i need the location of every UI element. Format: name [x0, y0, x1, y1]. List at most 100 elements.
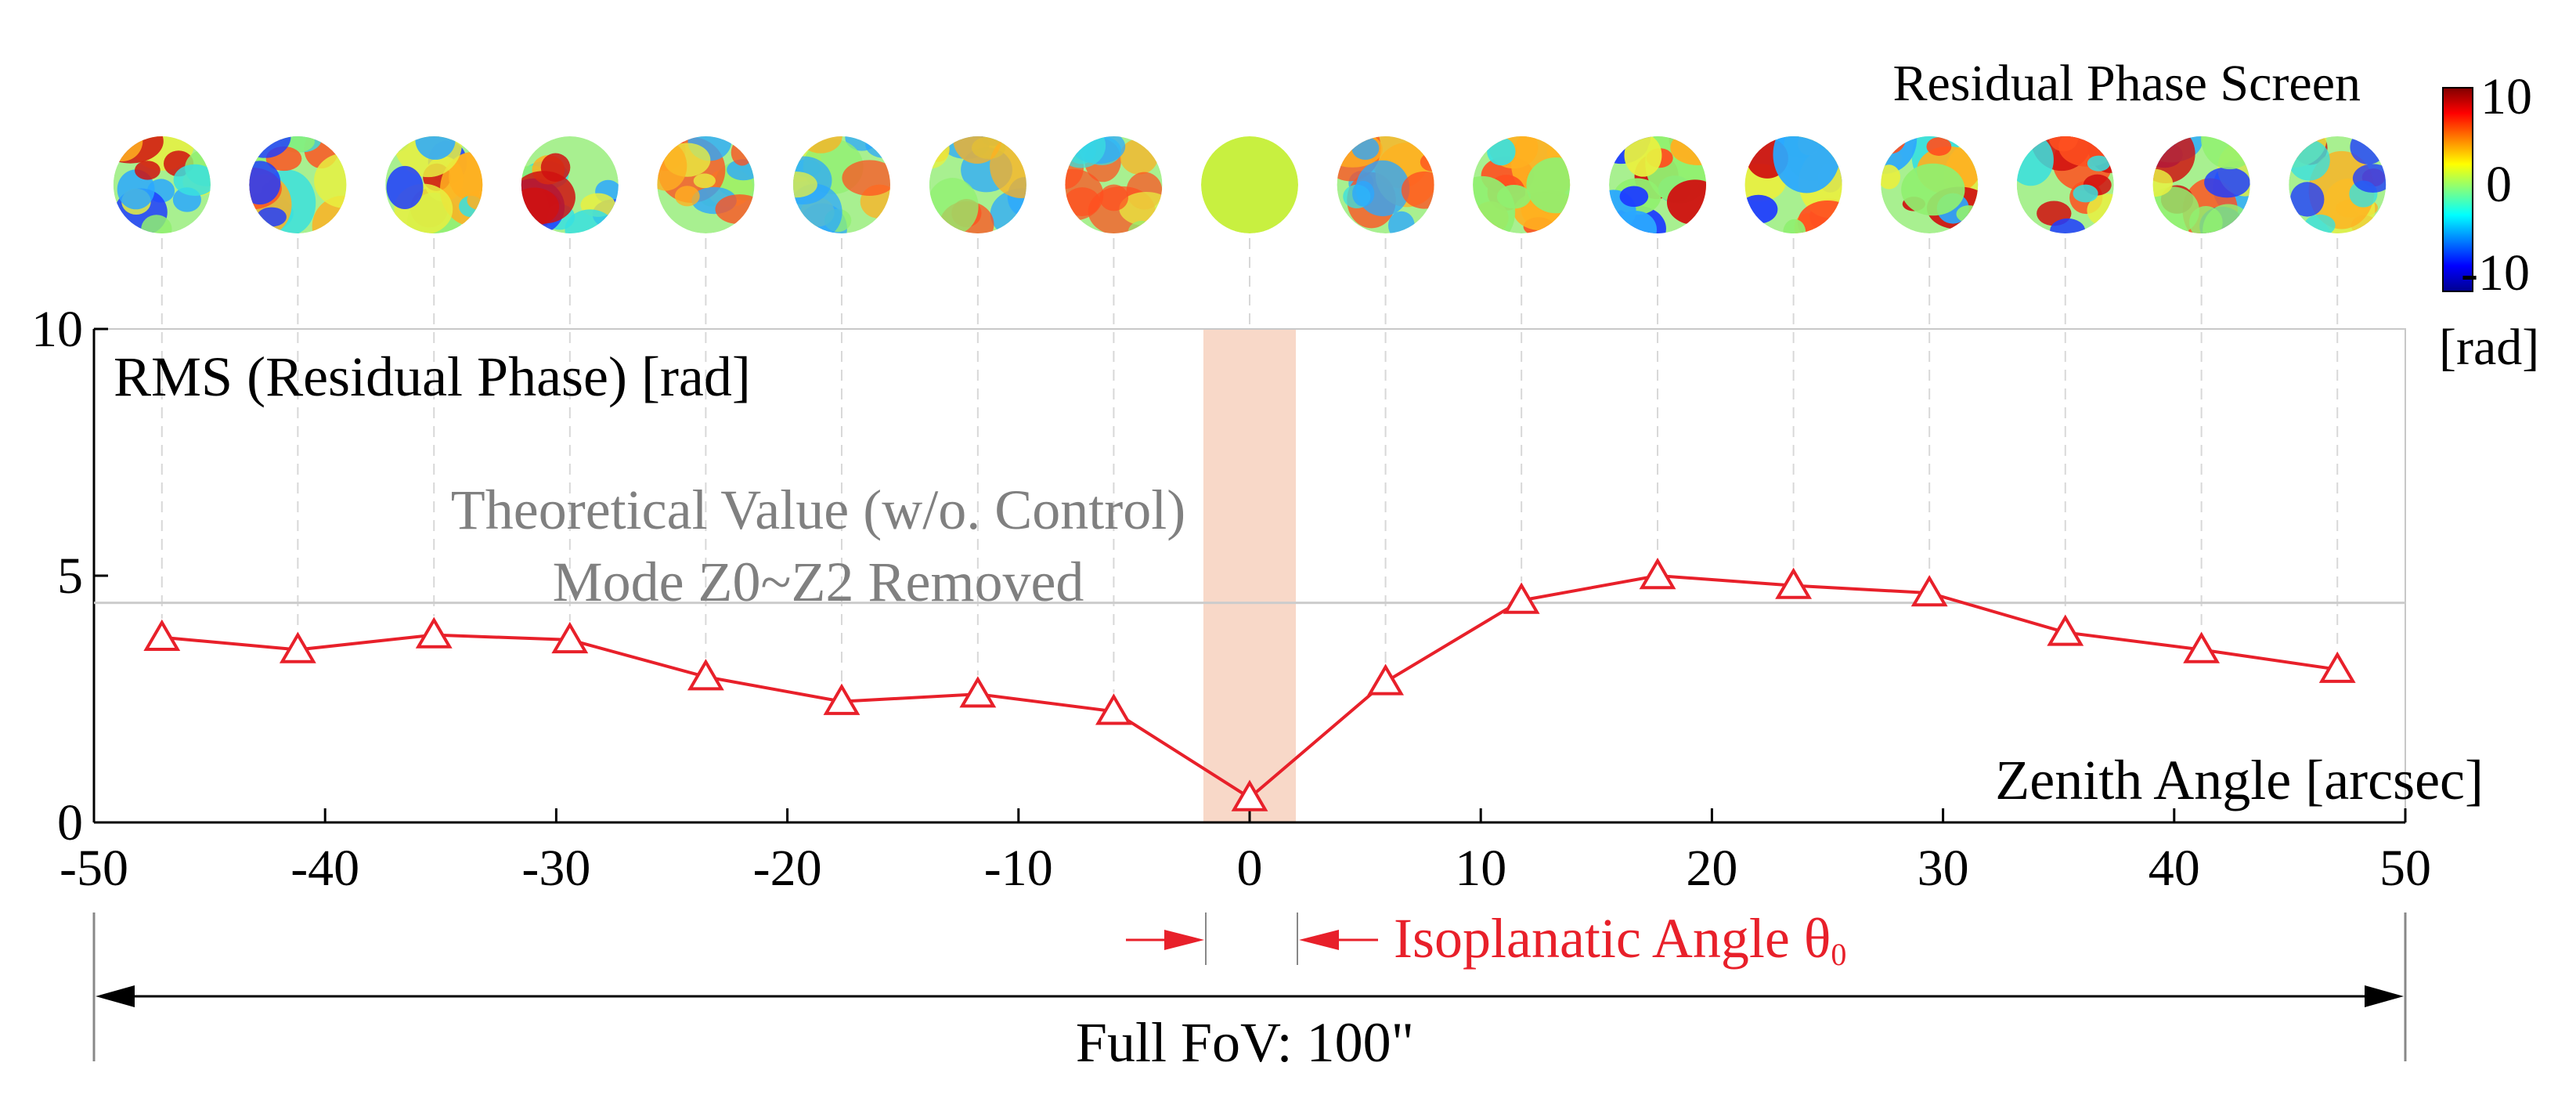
phase-screen-blob [2204, 167, 2250, 198]
phase-screen [1065, 136, 1163, 233]
isoplanatic-right-arrowhead [1299, 930, 1339, 950]
phase-screen [2289, 136, 2387, 233]
phase-screen [249, 136, 347, 233]
x-tick-label: 0 [1237, 840, 1263, 897]
phase-screen-blob [135, 161, 161, 180]
phase-screen-blob [792, 171, 817, 198]
x-tick-label: -40 [290, 840, 359, 897]
data-point-marker [2318, 651, 2356, 683]
y-tick-label: 10 [31, 301, 83, 358]
data-point-marker [1503, 582, 1540, 614]
data-point-marker [823, 683, 860, 715]
phase-screen-blob [113, 136, 143, 161]
phase-screen-blob [415, 136, 456, 160]
phase-screen [1201, 136, 1298, 233]
data-point-marker [2183, 631, 2221, 663]
x-tick-label: 40 [2148, 840, 2200, 897]
phase-screen [657, 136, 755, 233]
phase-screen-blob [1744, 194, 1778, 224]
phase-screen-blob [2152, 168, 2174, 197]
x-tick-label: 50 [2379, 840, 2431, 897]
phase-screen [929, 136, 1026, 233]
full-fov-annotation: Full FoV: 100" [92, 912, 2407, 1074]
phase-screen-blob [2048, 136, 2079, 152]
phase-screen-blob [1419, 136, 1434, 153]
phase-screen-blob [929, 136, 950, 169]
x-tick-label: 30 [1918, 840, 1969, 897]
phase-screen-blob [990, 136, 1026, 199]
phase-screen-blob [693, 173, 716, 189]
data-point-marker [1910, 575, 1948, 607]
phase-screen-blob [141, 215, 172, 233]
phase-screen-blob [1388, 211, 1415, 233]
y-tick-label: 0 [57, 794, 83, 851]
y-axis-label: RMS (Residual Phase) [rad] [114, 345, 751, 408]
phase-screen-blob [1773, 136, 1841, 193]
colorbar: 10 0 -10 [rad] [2439, 68, 2539, 376]
data-point-marker [1367, 663, 1405, 696]
phase-screen-blob [1127, 220, 1156, 233]
phase-screen-blob [1065, 136, 1106, 168]
data-point-marker [959, 676, 997, 708]
isoplanatic-label: Isoplanatic Angle θ0 [1394, 907, 1846, 972]
phase-screen-blob [1881, 136, 1918, 175]
phase-screen-blob [2073, 184, 2098, 203]
phase-screen-blob [865, 136, 890, 158]
data-point-marker [1095, 693, 1132, 725]
phase-screen-blob [715, 194, 755, 225]
phase-screen-blob [799, 136, 842, 154]
data-point-marker [2047, 614, 2084, 646]
phase-screen-blob [1614, 210, 1658, 233]
colorbar-gradient [2442, 87, 2473, 292]
phase-screen-blob [1619, 186, 1649, 208]
phase-screen-blob [2352, 164, 2387, 193]
phase-screen-blob [467, 190, 483, 211]
phase-screen [385, 136, 483, 233]
isoplanatic-left-arrowhead [1164, 930, 1204, 950]
colorbar-unit-label: [rad] [2439, 319, 2539, 376]
phase-screen-blob [731, 139, 753, 166]
phase-screen-blob [1014, 136, 1026, 149]
phase-screen-blob [256, 207, 287, 227]
phase-screen-blob [2350, 136, 2387, 164]
x-tick-label: -30 [521, 840, 590, 897]
x-tick-label: -20 [753, 840, 822, 897]
x-tick-label: -50 [60, 840, 128, 897]
fov-left-arrowhead [96, 985, 135, 1007]
phase-screen-blob [1352, 180, 1375, 207]
phase-screen-blob [521, 187, 560, 226]
fov-right-arrowhead [2365, 985, 2404, 1007]
phase-screen-blob [929, 178, 979, 233]
data-point-marker [279, 631, 316, 663]
data-point-marker [687, 659, 724, 691]
phase-screen-blob [1881, 164, 1901, 190]
phase-screen [521, 136, 619, 233]
phase-screen-blob [953, 136, 1002, 164]
data-point-marker [415, 616, 453, 649]
phase-screen [113, 136, 211, 233]
phase-screen-blob [2200, 136, 2250, 170]
phase-screen-blob [173, 164, 211, 197]
phase-screen [1473, 136, 1571, 233]
phase-screen-blob [2050, 218, 2086, 233]
phase-screen-blob [1901, 163, 1965, 216]
phase-screen-blob [314, 153, 347, 208]
phase-screen [1744, 136, 1842, 233]
data-point-marker [551, 621, 589, 654]
y-ticks: 0 5 10 [31, 301, 108, 851]
phase-screen-blob [1120, 139, 1159, 175]
phase-screen [1609, 136, 1707, 233]
rms-series-markers [143, 558, 2356, 811]
phase-screen-row [113, 136, 2387, 233]
phase-screen [1881, 136, 1979, 233]
phase-screen-base [1201, 136, 1298, 233]
colorbar-max-label: 10 [2480, 68, 2532, 125]
phase-screen-blob [1797, 201, 1842, 233]
phase-screen-blob [1956, 205, 1979, 223]
isoplanatic-subscript: 0 [1831, 937, 1846, 972]
data-point-marker [1639, 558, 1676, 590]
phase-screen-blob [1666, 179, 1707, 226]
phase-screen-blob [1624, 136, 1662, 177]
isoplanatic-annotation: Isoplanatic Angle θ0 [1126, 907, 1846, 972]
